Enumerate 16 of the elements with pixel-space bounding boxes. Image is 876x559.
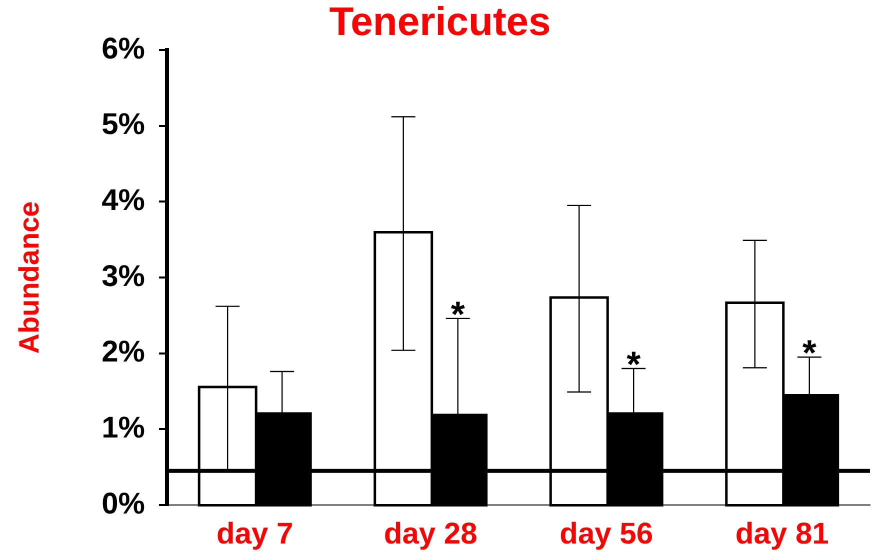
chart-title: Tenericutes xyxy=(329,0,551,44)
y-tick-label: 3% xyxy=(102,260,145,293)
x-tick-label: day 7 xyxy=(216,517,294,550)
annotation: * xyxy=(626,343,641,384)
y-tick-label: 4% xyxy=(102,184,145,217)
x-tick-label: day 81 xyxy=(735,517,829,550)
y-tick-label: 6% xyxy=(102,32,145,66)
y-tick-label: 1% xyxy=(102,411,145,444)
annotation: * xyxy=(802,332,816,374)
y-tick-label: 2% xyxy=(102,336,145,369)
x-tick-label: day 56 xyxy=(560,517,654,550)
annotation: * xyxy=(450,293,465,334)
y-tick-label: 5% xyxy=(102,108,145,142)
x-tick-label: day 28 xyxy=(384,517,478,550)
y-tick-label: 0% xyxy=(102,487,145,520)
y-axis-title: Abundance xyxy=(14,201,45,354)
